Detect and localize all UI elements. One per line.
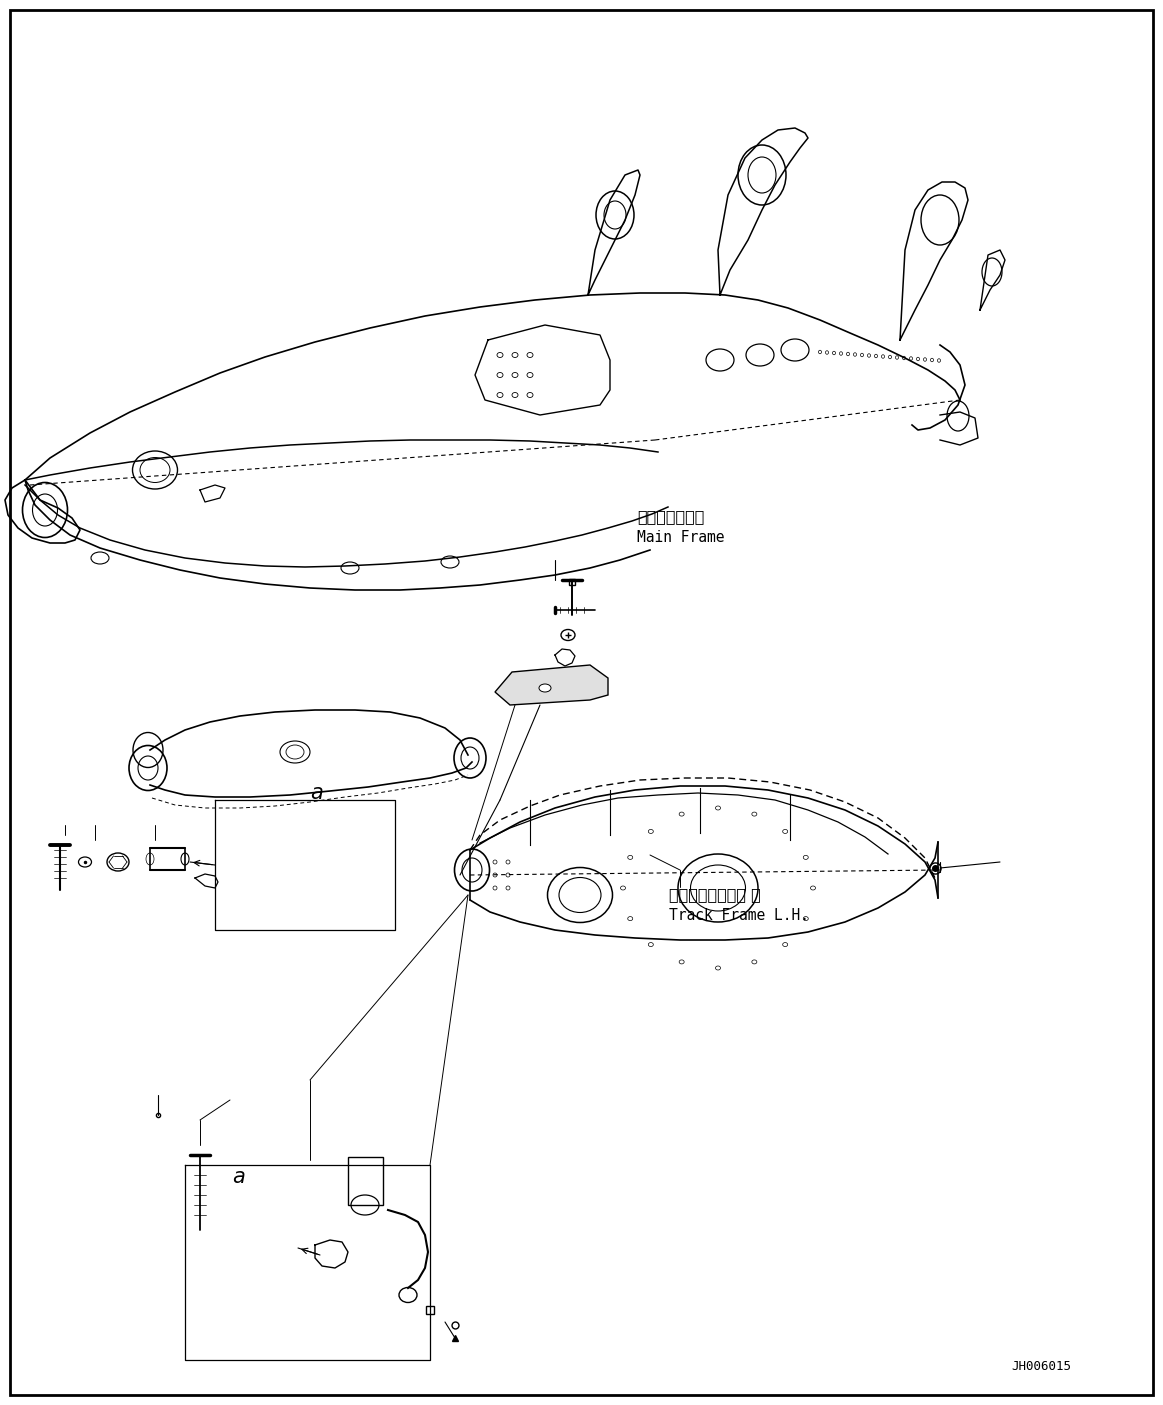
Text: a: a <box>233 1168 244 1187</box>
Ellipse shape <box>538 684 551 693</box>
Text: トラックフレーム 左: トラックフレーム 左 <box>669 887 761 902</box>
Text: JH006015: JH006015 <box>1011 1360 1071 1373</box>
Text: Main Frame: Main Frame <box>637 530 725 545</box>
Polygon shape <box>495 665 608 705</box>
Text: メインフレーム: メインフレーム <box>637 509 705 524</box>
Text: Track Frame L.H.: Track Frame L.H. <box>669 908 808 923</box>
Bar <box>348 1156 383 1205</box>
Text: a: a <box>311 783 322 804</box>
